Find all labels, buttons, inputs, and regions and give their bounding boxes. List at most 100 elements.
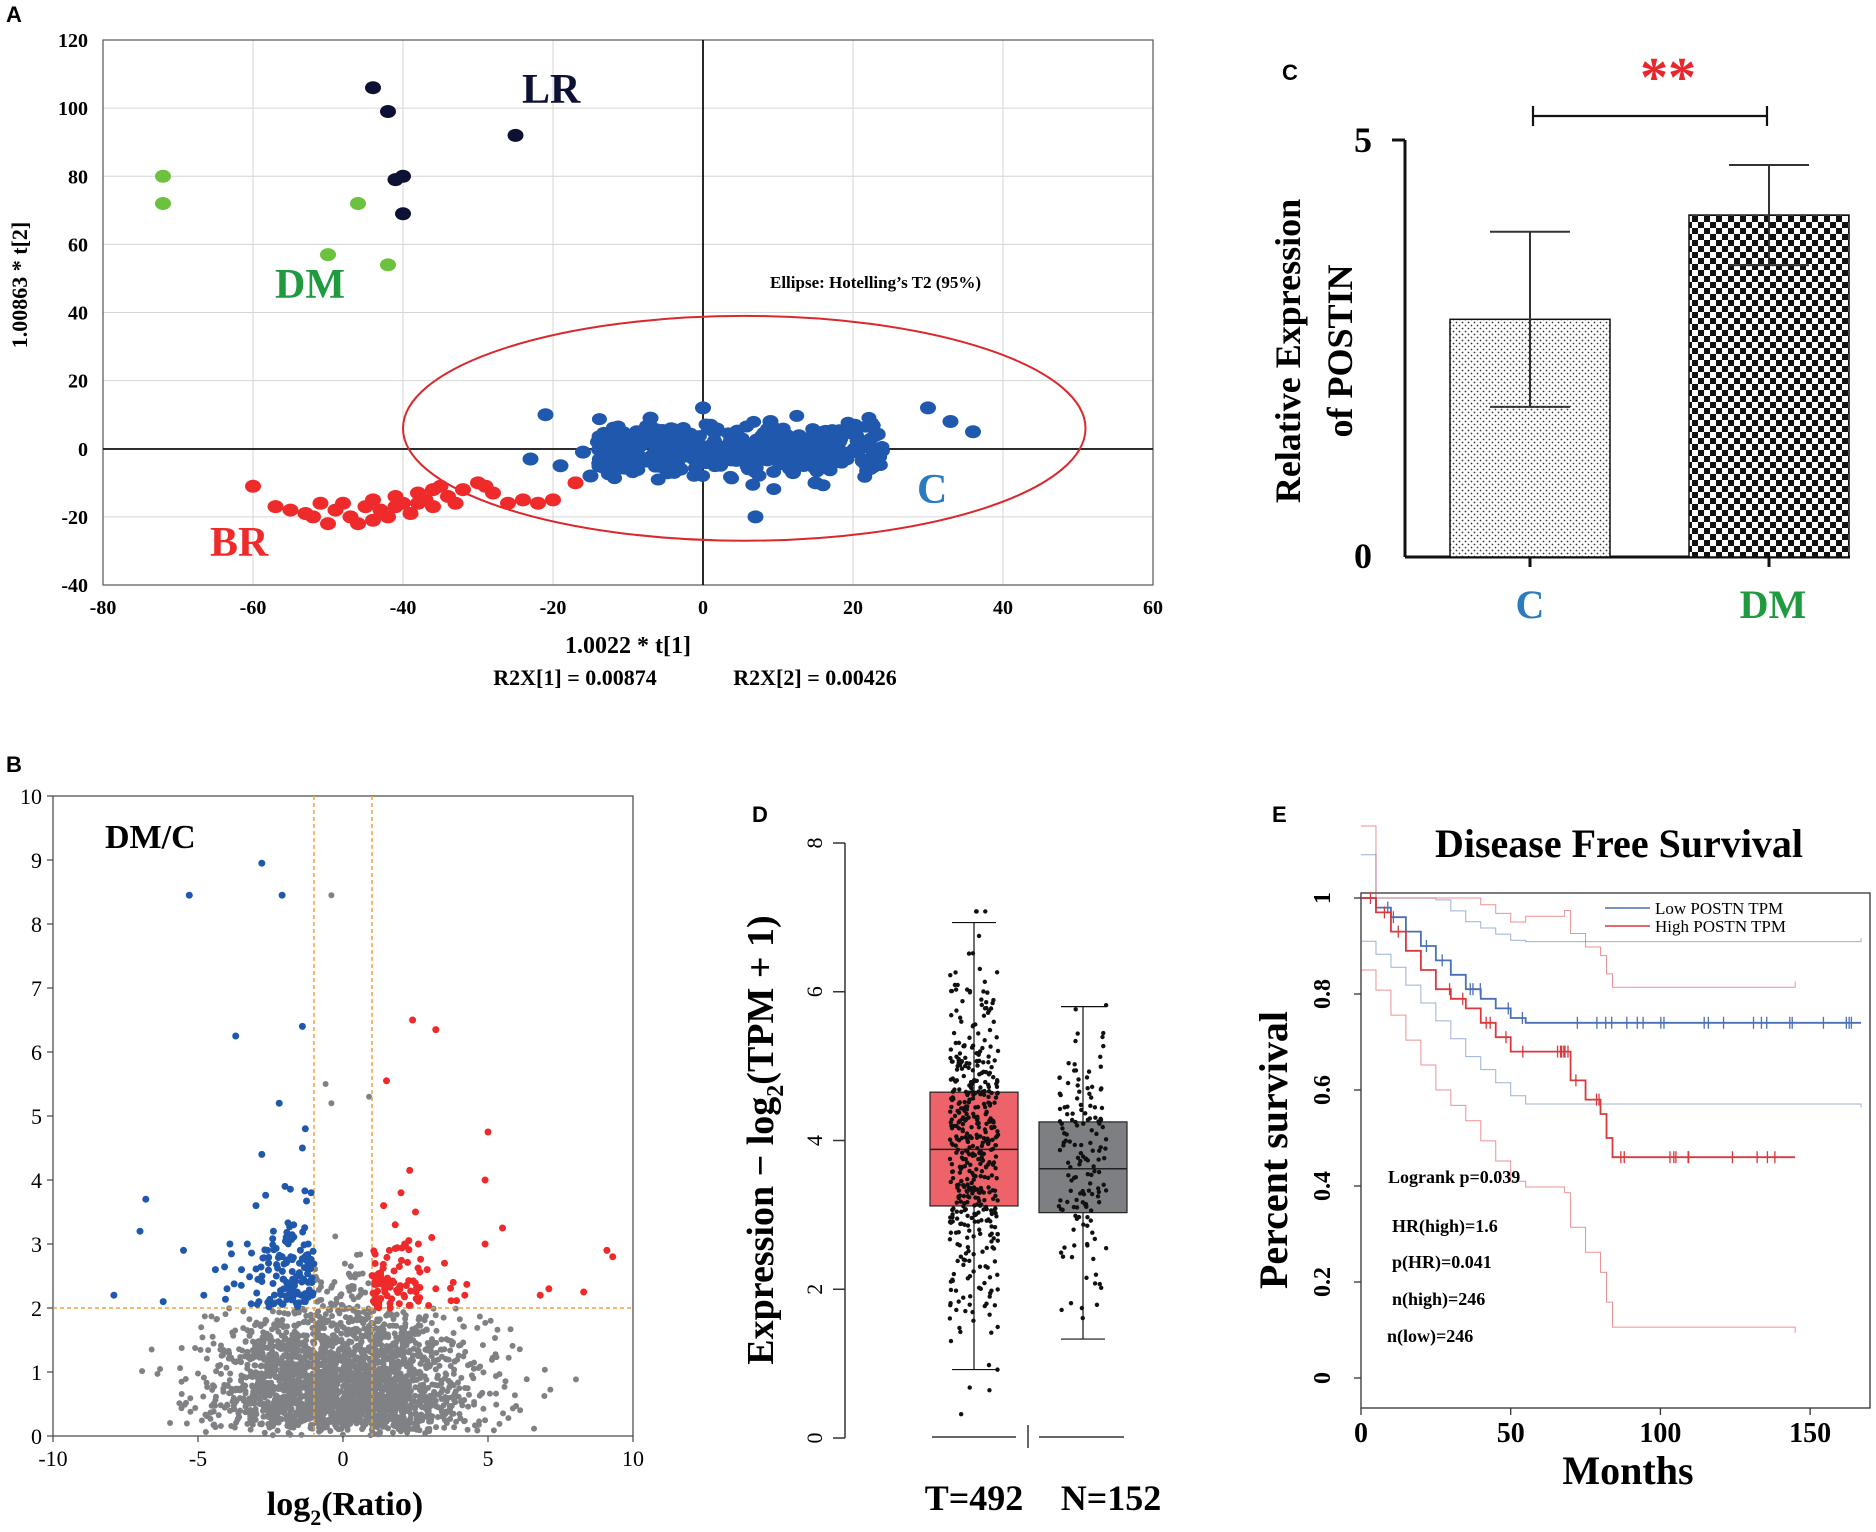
b-point-ns [271,1358,278,1365]
d-point [980,1045,985,1051]
d-point [1079,1107,1084,1113]
d-point [959,1066,965,1071]
b-point-ns [479,1342,486,1349]
b-point-ns [447,1415,454,1422]
a-y-tick-label: 100 [58,98,88,120]
a-point-br [312,496,329,510]
b-point-ns [330,1374,337,1381]
d-point [987,1275,993,1280]
d-point [1073,1038,1078,1044]
b-point-ns [272,1374,279,1381]
b-point-ns [240,1383,247,1390]
b-y-tick-label: 10 [20,784,42,809]
d-point [1076,1214,1082,1220]
b-point-down [185,891,193,899]
b-point-ns [242,1338,249,1345]
b-point-down [281,1182,289,1190]
d-point [1085,1117,1091,1122]
b-point-ns [401,1355,408,1362]
a-x-tick-label: -20 [540,597,567,619]
b-point-down [288,1267,296,1275]
b-point-ns [340,1373,347,1380]
d-point [969,1215,974,1221]
b-point-ns [276,1383,283,1390]
d-point [988,1147,994,1153]
d-point [1086,1188,1092,1193]
b-point-ns [390,1315,397,1322]
e-x-tick-label: 100 [1639,1418,1681,1449]
b-point-ns [493,1390,500,1397]
b-point-ns [408,1419,415,1426]
b-point-ns [270,1351,277,1358]
e-y-tick-label: 0.6 [1310,1075,1336,1105]
d-point [986,1100,991,1105]
b-point-ns [505,1415,512,1422]
a-point-c [627,453,643,466]
e-y-tick-label: 1 [1310,892,1336,904]
b-point-ns [318,1384,325,1391]
d-point [1085,1086,1090,1091]
b-point-up [400,1291,408,1299]
b-point-ns [426,1418,433,1425]
b-point-ns [257,1421,264,1428]
d-point [982,1174,987,1180]
d-point [985,990,990,995]
a-points [155,81,981,531]
b-point-ns [290,1413,297,1420]
b-point-ns [423,1326,430,1333]
b-point-ns [436,1362,443,1369]
d-point [1091,1256,1096,1262]
d-point [1100,1124,1105,1130]
d-point [990,1188,995,1193]
b-point-down [304,1265,312,1273]
b-point-ns [380,1332,387,1339]
b-point-ns [327,1428,334,1435]
d-point [989,1239,994,1244]
b-point-ns [324,1288,331,1295]
b-point-ns [341,1260,348,1267]
d-point [1098,1064,1104,1069]
a-point-c [765,451,781,464]
b-point-down [273,1261,281,1269]
d-point [1084,1075,1090,1080]
d-point [1069,1254,1075,1260]
b-x-tick-label: 0 [338,1446,349,1471]
b-point-ns [314,1328,321,1335]
b-point-up [545,1285,553,1293]
d-point [1066,1173,1071,1178]
b-point-ns [331,1396,338,1403]
d-point [1072,1142,1077,1148]
b-point-ns [438,1336,445,1343]
d-point [953,1230,959,1235]
b-point-ns [443,1420,450,1427]
b-x-ticks: -10 -5 0 5 10 [38,1436,644,1471]
b-point-ns [220,1385,227,1392]
d-point [978,1151,983,1156]
d-point [982,1198,987,1203]
a-point-c [942,415,959,428]
b-point-up [411,1279,419,1287]
b-point-ns [377,1368,384,1375]
b-point-up [368,1272,376,1280]
b-y-tick-label: 6 [31,1040,42,1065]
a-point-c [642,411,659,425]
d-point [986,1054,991,1059]
b-point-ns [357,1416,364,1423]
b-point-ns [293,1378,300,1385]
b-point-ns [338,1330,345,1337]
d-point [983,1165,989,1170]
b-point-ns [346,1408,353,1415]
panel-letter-e: E [1272,802,1287,827]
a-point-c [610,420,626,433]
b-point-ns [466,1391,473,1398]
b-significant-points [110,859,617,1312]
b-point-down [277,1291,285,1299]
d-point [1072,1243,1077,1248]
b-point-ns [295,1309,302,1316]
d-point [1062,1131,1067,1136]
d-point [1103,1002,1109,1008]
b-point-ns [474,1427,481,1434]
d-point [992,1100,997,1105]
b-point-down [237,1281,245,1289]
